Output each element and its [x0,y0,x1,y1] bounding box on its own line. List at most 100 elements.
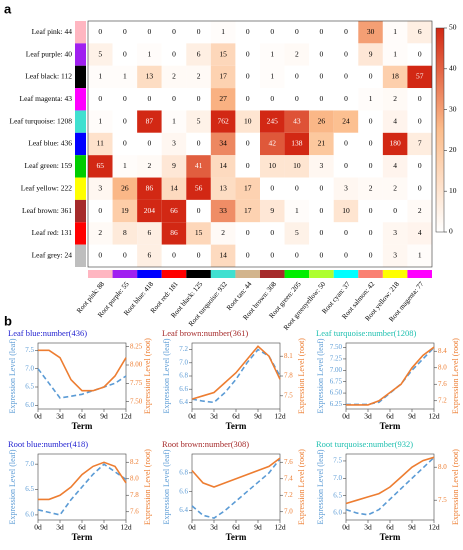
x-tick-label: 12d [120,523,132,532]
column-color [382,270,408,278]
heat-cell [382,132,408,156]
series-line [346,346,435,406]
panel-title: Root turquoise:number(932) [316,439,413,449]
panel-title: Leaf blue:number(436) [8,328,87,338]
x-tick-label: 3d [56,412,64,421]
x-tick-label: 6d [232,523,240,532]
heat-cell [88,65,113,89]
heat-cell [358,65,383,89]
x-axis-label: Term [72,532,93,542]
heat-cell [186,65,211,89]
heatmap-frame [87,20,433,268]
heat-cell [235,199,260,223]
cell-label: 6 [418,27,422,36]
heat-cell [186,110,211,133]
y-tick-label: 7.25 [330,355,343,363]
heat-cell [407,88,432,111]
cell-label: 7 [418,139,422,148]
heat-cell [260,132,285,156]
cell-label: 0 [246,27,250,36]
row-color [75,21,86,44]
heat-cell [88,21,113,44]
x-tick-label: 9d [254,523,262,532]
cell-label: 18 [391,72,399,81]
cell-label: 245 [267,116,279,125]
cell-label: 0 [98,94,102,103]
heat-cell [309,222,334,245]
cell-label: 3 [98,183,102,192]
cell-label: 26 [121,183,129,192]
column-color [210,270,236,278]
cell-label: 0 [369,139,373,148]
cell-label: 0 [320,206,324,215]
heat-cell [88,132,113,156]
cell-label: 1 [98,116,102,125]
panel-title: Root brown:number(308) [162,439,249,449]
heat-cell [137,132,162,156]
x-tick-label: 3d [364,412,372,421]
cell-label: 180 [390,139,402,148]
heat-cell [358,244,383,267]
cell-label: 2 [172,72,176,81]
heat-cell [309,155,334,178]
row-label: Leaf purple: 40 [26,49,72,58]
x-tick-label: 9d [100,412,108,421]
x-tick-label: 6d [78,412,86,421]
heat-cell [210,21,236,44]
cell-label: 34 [219,139,227,148]
heat-cell [235,88,260,111]
cell-label: 1 [123,72,127,81]
colorbar-tick-label: 50 [449,23,457,32]
heat-cell [137,110,162,133]
y-tick-label: 6.5 [25,383,34,391]
heat-cell [161,132,187,156]
panel-title: Root blue:number(418) [8,439,88,449]
heat-cell [186,132,211,156]
cell-label: 3 [320,161,324,170]
heat-cell [407,132,432,156]
plot-frame [37,342,127,410]
colorbar [435,27,445,233]
row-color [75,222,86,245]
row-label: Leaf green: 159 [25,161,73,170]
cell-label: 2 [221,228,225,237]
y-tick-label: 6.4 [179,506,188,514]
cell-label: 0 [344,27,348,36]
row-label: Leaf blue: 436 [28,139,72,148]
heat-cell [333,110,359,133]
heat-cell [382,222,408,245]
heat-cell [284,155,310,178]
y-tick-label: 7.2 [179,345,188,353]
cell-label: 0 [369,161,373,170]
cell-label: 1 [295,206,299,215]
y-tick-label: 7.5 [333,457,342,465]
heat-cell [284,65,310,89]
heat-cell [309,43,334,66]
cell-label: 41 [195,161,203,170]
row-label: Leaf pink: 44 [32,27,73,36]
x-axis-label: Term [226,532,247,542]
cell-label: 1 [172,116,176,125]
cell-label: 0 [369,116,373,125]
cell-label: 0 [148,27,152,36]
cell-label: 87 [146,116,154,125]
cell-label: 10 [342,206,350,215]
heat-cell [284,222,310,245]
x-tick-label: 0d [342,523,350,532]
cell-label: 42 [269,139,277,148]
heat-cell [210,132,236,156]
cell-label: 0 [320,94,324,103]
cell-label: 2 [98,228,102,237]
cell-label: 0 [320,183,324,192]
cell-label: 0 [295,27,299,36]
heat-cell [309,21,334,44]
cell-label: 2 [295,49,299,58]
cell-label: 15 [219,49,227,58]
heat-cell [137,88,162,111]
y-tick-label: 7.0 [333,474,342,482]
column-color [260,270,285,278]
row-label: Leaf black: 112 [25,72,72,81]
cell-label: 11 [97,139,104,148]
y-tick-label: 6.0 [333,509,342,517]
heat-cell [88,199,113,223]
